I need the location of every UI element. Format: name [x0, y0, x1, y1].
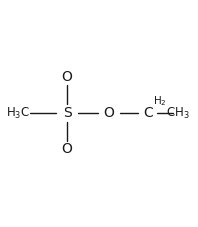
- Text: H$_2$: H$_2$: [153, 94, 167, 108]
- Text: O: O: [62, 70, 72, 84]
- Text: H$_3$C: H$_3$C: [6, 106, 30, 121]
- Text: O: O: [62, 142, 72, 156]
- Text: O: O: [104, 106, 114, 120]
- Text: S: S: [63, 106, 71, 120]
- Text: C: C: [143, 106, 153, 120]
- Text: CH$_3$: CH$_3$: [166, 106, 190, 121]
